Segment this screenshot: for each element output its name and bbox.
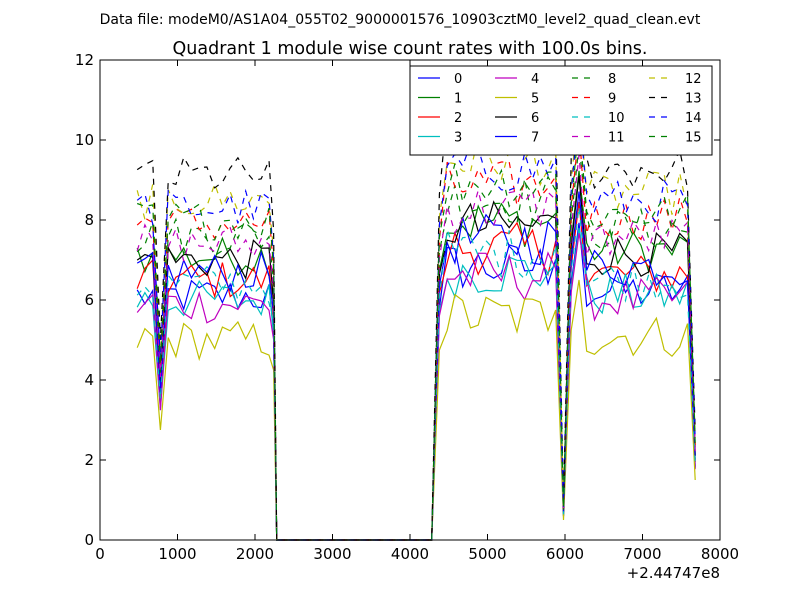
x-tick-label: 1000: [158, 545, 196, 563]
series-line-15: [136, 123, 696, 541]
series-line-7: [136, 191, 696, 541]
y-tick-label: 2: [84, 451, 94, 469]
legend-label-13: 13: [685, 92, 702, 107]
x-tick-label: 2000: [236, 545, 274, 563]
legend-box: [409, 65, 713, 156]
legend-label-7: 7: [531, 131, 539, 146]
y-tick-label: 8: [84, 211, 94, 229]
x-tick-label: 8000: [701, 545, 739, 563]
legend-label-8: 8: [608, 72, 616, 87]
y-tick-label: 12: [75, 51, 94, 69]
x-tick-label: 7000: [623, 545, 661, 563]
y-tick-label: 0: [84, 531, 94, 549]
legend-label-6: 6: [531, 111, 539, 126]
y-tick-label: 10: [75, 131, 94, 149]
ticks: 0 1000 2000 3000 4000 5000 6000 7000 80000246810…: [75, 51, 739, 563]
series-line-6: [136, 175, 696, 541]
chart-suptitle: Data file: modeM0/AS1A04_055T02_90000015…: [100, 12, 701, 28]
series-line-3: [136, 227, 696, 541]
x-tick-label: 5000: [468, 545, 506, 563]
legend-label-15: 15: [685, 131, 702, 146]
series-line-11: [136, 155, 696, 541]
x-tick-label: 3000: [313, 545, 351, 563]
legend-label-12: 12: [685, 72, 702, 87]
y-tick-label: 4: [84, 371, 94, 389]
x-offset-label: +2.44747e8: [627, 564, 720, 582]
legend-label-11: 11: [608, 131, 625, 146]
legend-label-3: 3: [454, 131, 462, 146]
legend-label-14: 14: [685, 111, 702, 126]
series-line-4: [136, 233, 696, 541]
series-line-5: [136, 279, 696, 541]
x-tick-label: 6000: [546, 545, 584, 563]
series-line-10: [136, 207, 696, 541]
chart-title: Quadrant 1 module wise count rates with …: [173, 39, 648, 59]
legend-label-10: 10: [608, 111, 625, 126]
legend-label-4: 4: [531, 72, 539, 87]
legend-label-2: 2: [454, 111, 462, 126]
legend-label-9: 9: [608, 92, 616, 107]
series-line-0: [136, 222, 696, 541]
legend-label-0: 0: [454, 72, 462, 87]
x-tick-label: 0: [95, 545, 105, 563]
legend-label-5: 5: [531, 92, 539, 107]
plot-lines: [136, 66, 696, 541]
series-line-8: [136, 144, 696, 541]
x-tick-label: 4000: [391, 545, 429, 563]
y-tick-label: 6: [84, 291, 94, 309]
legend-label-1: 1: [454, 92, 462, 107]
